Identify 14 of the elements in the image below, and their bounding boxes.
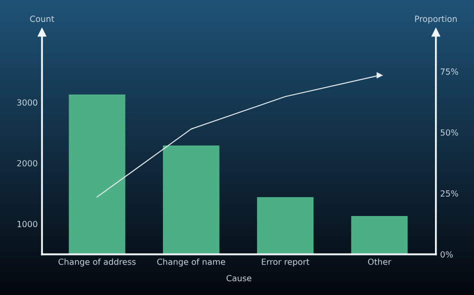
y2-tick-label: 25% [440,190,458,197]
x-tick-label: Error report [262,258,310,267]
y-axis-title: Count [30,16,54,22]
y2-tick-label: 75% [440,68,458,75]
y-tick-label: 3000 [17,99,38,106]
x-axis-title: Cause [226,275,252,282]
y2-tick-label: 0% [440,251,453,258]
y-tick-label: 1000 [18,220,38,228]
y2-axis-title: Proportion [415,16,457,24]
x-tick-label: Change of name [157,258,226,267]
x-tick-label: Other [368,258,392,265]
y2-tick-label: 50% [440,129,458,136]
x-tick-label: Change of address [58,258,136,267]
y-tick-label: 2000 [17,160,38,166]
